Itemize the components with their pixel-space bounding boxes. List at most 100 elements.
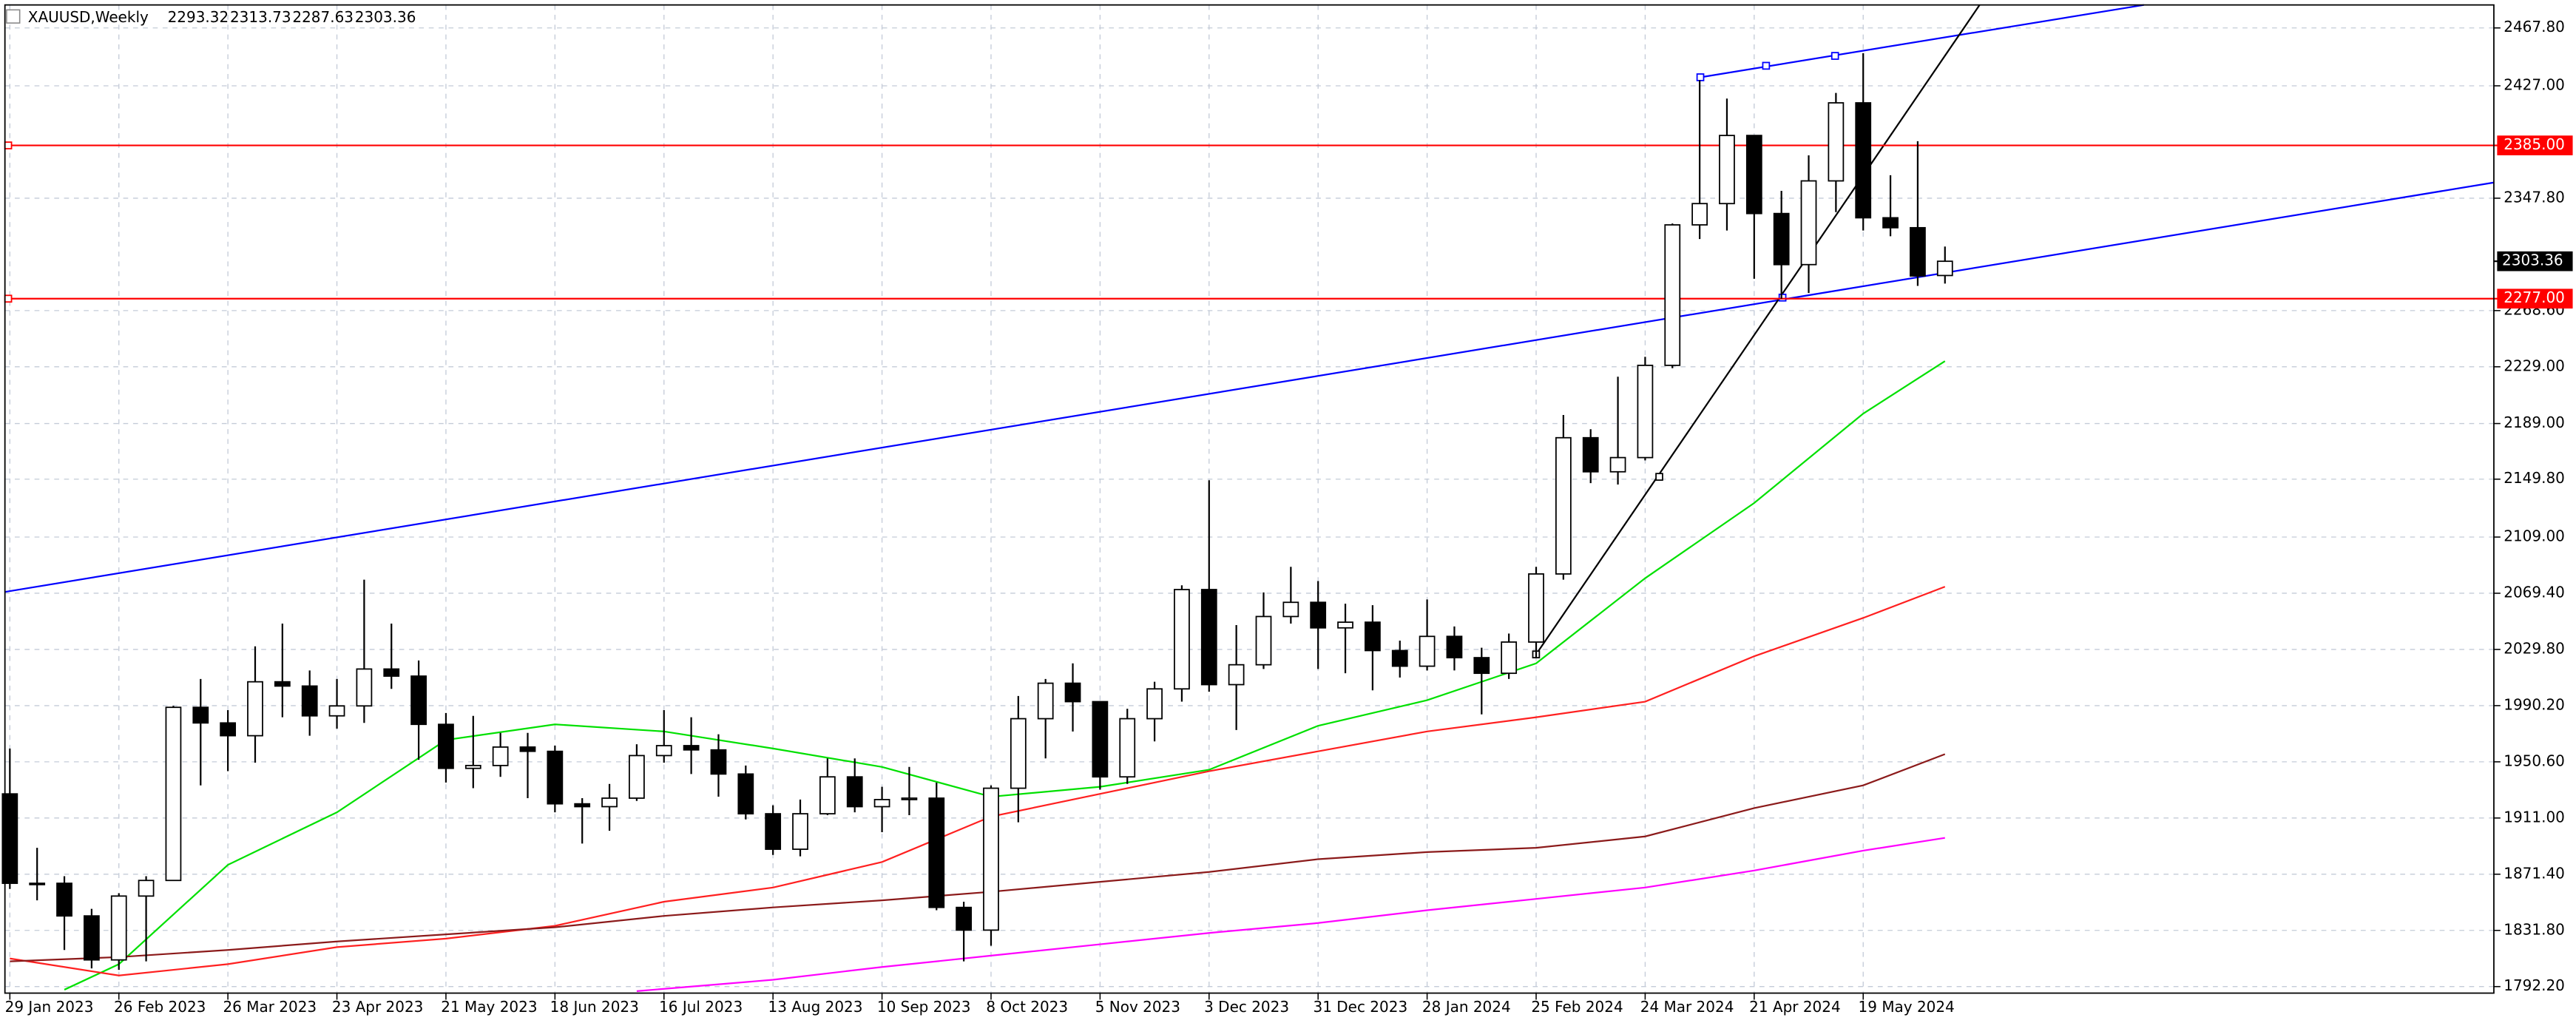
candle-body [1310,601,1327,629]
price-line-anchor [4,141,13,149]
candle-body [1855,102,1872,219]
candle-body [1255,615,1272,666]
candle-body [192,706,209,724]
x-tick-label: 8 Oct 2023 [986,998,1068,1016]
moving-average [636,837,1945,992]
candle-body [1391,649,1408,667]
price-tag-label: 2385.00 [2504,135,2565,153]
price-tag [2497,288,2573,309]
x-tick-label: 31 Dec 2023 [1314,998,1408,1016]
candle-body [1064,682,1081,703]
candle-body [792,813,808,850]
candle-body [165,706,182,882]
candle-body [464,764,481,769]
candle-body [301,685,318,717]
high-value: 2313.73 [230,8,291,26]
candle-body [519,746,536,752]
y-tick-label: 2427.00 [2504,76,2565,94]
candle-body [1200,589,1217,686]
candle-body [629,755,645,799]
symbol: XAUUSD,Weekly [28,8,149,26]
x-tick-label: 29 Jan 2023 [5,998,94,1016]
candle-body [1745,135,1762,215]
candle-body [956,906,973,931]
x-tick-label: 21 Apr 2024 [1749,998,1841,1016]
candle-body [737,773,754,814]
candle-body [1691,203,1708,226]
x-tick-label: 25 Feb 2024 [1531,998,1623,1016]
candle-body [1119,718,1136,778]
x-tick-label: 16 Jul 2023 [659,998,743,1016]
x-tick-label: 18 Jun 2023 [550,998,639,1016]
candle-body [56,882,72,917]
candle-body [29,882,46,885]
candle-body [1473,657,1490,675]
candle-body [1719,135,1735,205]
candle-body [1936,260,1953,277]
candle-body [819,776,836,814]
anchor [1696,73,1705,81]
candle-body [1637,365,1654,459]
header: XAUUSD,Weekly 2293.32 2313.73 2287.63 23… [6,8,416,26]
x-tick-label: 26 Feb 2023 [114,998,206,1016]
candle-body [1773,212,1790,266]
channel-line [1700,4,2144,78]
candle-body [574,803,591,808]
candle-body [356,668,373,707]
candle-body [1555,436,1572,575]
candle-body [901,797,918,800]
candle-body [1882,217,1899,229]
axes: 2467.802427.002347.802268.602229.002189.… [5,18,2573,1016]
candle-body [1010,718,1027,789]
candle-body [1365,621,1381,652]
candle-body [846,776,863,808]
candle-body [928,797,945,908]
candle-body [1664,224,1681,366]
y-tick-label: 1792.20 [2504,976,2565,994]
low-value: 2287.63 [292,8,354,26]
x-tick-label: 3 Dec 2023 [1204,998,1289,1016]
x-tick-label: 19 May 2024 [1859,998,1955,1016]
candle-body [1609,456,1626,473]
y-tick-label: 1911.00 [2504,808,2565,826]
candle-body [110,895,127,961]
candle-body [1446,635,1463,658]
candle-body [1800,180,1817,266]
candle-body [655,745,672,757]
candle-body [274,681,291,687]
candle-body [328,705,345,717]
anchor [1778,293,1787,302]
candle-body [1037,682,1054,720]
y-tick-label: 2069.40 [2504,583,2565,601]
candle-body [1146,688,1163,720]
candle-body [1528,573,1544,643]
candle-body [1910,226,1926,277]
price-tag-label: 2277.00 [2504,288,2565,306]
y-tick-label: 2467.80 [2504,18,2565,36]
x-tick-label: 5 Nov 2023 [1095,998,1180,1016]
y-tick-label: 1950.60 [2504,752,2565,769]
candle-body [1337,621,1353,629]
anchor [1655,473,1663,481]
candle-body [1419,635,1436,667]
candle-body [983,787,999,931]
candle-body [383,668,400,677]
x-tick-label: 21 May 2023 [441,998,537,1016]
candle-body [492,746,509,766]
anchor [1830,52,1839,60]
icon [6,9,21,24]
candle-body [138,880,155,897]
price-line-anchor [4,294,13,303]
x-tick-label: 26 Mar 2023 [223,998,317,1016]
y-tick-label: 2149.80 [2504,469,2565,487]
anchor [1762,61,1771,70]
y-tick-label: 1831.80 [2504,920,2565,938]
y-tick-label: 1990.20 [2504,695,2565,713]
y-tick-label: 2029.80 [2504,639,2565,657]
x-tick-label: 28 Jan 2024 [1422,998,1511,1016]
x-tick-label: 24 Mar 2024 [1640,998,1734,1016]
current-price-label: 2303.36 [2502,252,2563,269]
candle-body [1501,641,1518,675]
